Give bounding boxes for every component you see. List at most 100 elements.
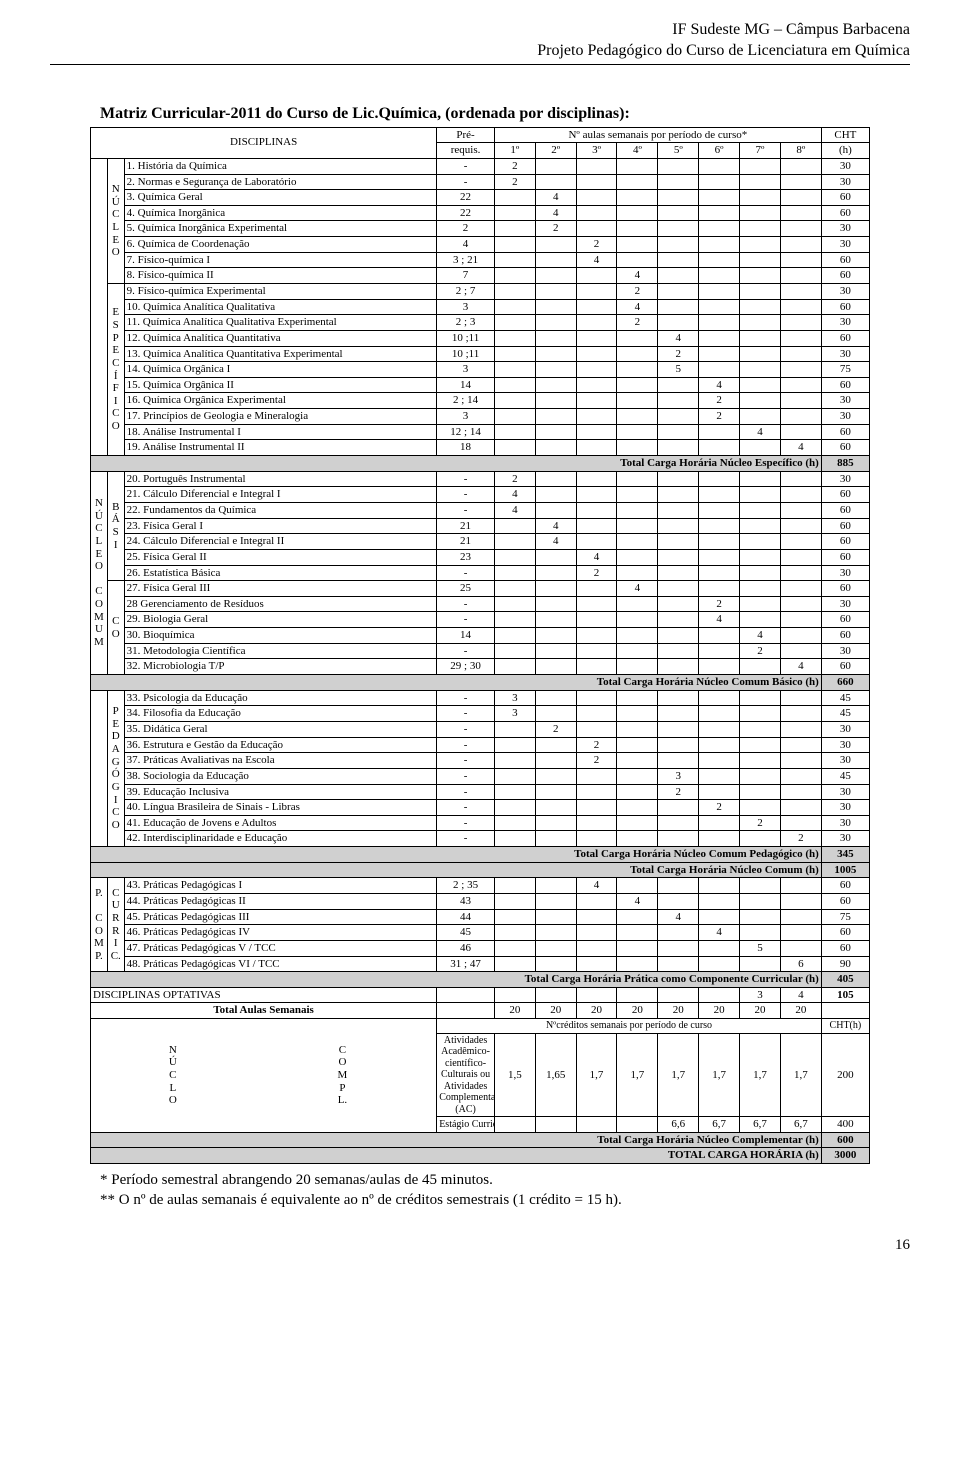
p4	[617, 237, 658, 253]
p5	[658, 690, 699, 706]
matriz-table-wrap: DISCIPLINAS Pré- Nº aulas semanais por p…	[90, 127, 910, 1164]
p7	[740, 893, 781, 909]
total3b-cht: 1005	[821, 862, 869, 878]
p7	[740, 205, 781, 221]
p4: 2	[617, 284, 658, 300]
p7	[740, 190, 781, 206]
pre: 2 ; 35	[437, 878, 495, 894]
p2	[535, 800, 576, 816]
p6: 2	[699, 409, 740, 425]
p2	[535, 815, 576, 831]
p6	[699, 643, 740, 659]
p6	[699, 784, 740, 800]
cht: 45	[821, 690, 869, 706]
p7	[740, 831, 781, 847]
disc-name: 6. Química de Coordenação	[124, 237, 437, 253]
table-row: 11. Química Analítica Qualitativa Experi…	[91, 315, 870, 331]
p8	[780, 878, 821, 894]
p2	[535, 549, 576, 565]
p8	[780, 174, 821, 190]
p4	[617, 643, 658, 659]
p3	[576, 596, 617, 612]
disc-name: 5. Química Inorgânica Experimental	[124, 221, 437, 237]
p2	[535, 596, 576, 612]
p4	[617, 330, 658, 346]
disc-name: 48. Práticas Pedagógicas VI / TCC	[124, 956, 437, 972]
p3: 2	[576, 237, 617, 253]
p6	[699, 878, 740, 894]
p3	[576, 940, 617, 956]
table-row: 28 Gerenciamento de Resíduos-230	[91, 596, 870, 612]
p8	[780, 909, 821, 925]
disc-name: 46. Práticas Pedagógicas IV	[124, 925, 437, 941]
pre: -	[437, 596, 495, 612]
p5	[658, 706, 699, 722]
p7	[740, 706, 781, 722]
p4	[617, 502, 658, 518]
p8	[780, 784, 821, 800]
table-row: 23. Física Geral I21460	[91, 518, 870, 534]
p1	[494, 940, 535, 956]
p3	[576, 956, 617, 972]
p3	[576, 518, 617, 534]
ta-cht	[821, 1003, 869, 1019]
p8	[780, 940, 821, 956]
p6	[699, 221, 740, 237]
p7	[740, 737, 781, 753]
header-line1: IF Sudeste MG – Câmpus Barbacena	[50, 20, 910, 41]
disc-name: 47. Práticas Pedagógicas V / TCC	[124, 940, 437, 956]
p3	[576, 174, 617, 190]
cht: 30	[821, 800, 869, 816]
p5	[658, 502, 699, 518]
p7	[740, 549, 781, 565]
p2	[535, 612, 576, 628]
p3	[576, 706, 617, 722]
p5: 4	[658, 909, 699, 925]
p7	[740, 581, 781, 597]
p3	[576, 721, 617, 737]
cht: 75	[821, 362, 869, 378]
p1	[494, 659, 535, 675]
p4	[617, 534, 658, 550]
p6	[699, 237, 740, 253]
ac-p5: 1,7	[658, 1033, 699, 1117]
p3	[576, 534, 617, 550]
p7: 4	[740, 424, 781, 440]
p7	[740, 330, 781, 346]
ac-p6: 1,7	[699, 1033, 740, 1117]
footnotes: * Período semestral abrangendo 20 semana…	[100, 1170, 910, 1211]
p7	[740, 768, 781, 784]
p6	[699, 424, 740, 440]
pre: 31 ; 47	[437, 956, 495, 972]
p8	[780, 409, 821, 425]
disc-name: 28 Gerenciamento de Resíduos	[124, 596, 437, 612]
p5	[658, 221, 699, 237]
opt-p2	[535, 987, 576, 1003]
disc-name: 29. Biologia Geral	[124, 612, 437, 628]
pre: 7	[437, 268, 495, 284]
p2	[535, 940, 576, 956]
p6	[699, 721, 740, 737]
p3	[576, 643, 617, 659]
p6	[699, 346, 740, 362]
p4	[617, 565, 658, 581]
p8	[780, 581, 821, 597]
pre: 2 ; 7	[437, 284, 495, 300]
p1	[494, 205, 535, 221]
disc-name: 43. Práticas Pedagógicas I	[124, 878, 437, 894]
p6	[699, 581, 740, 597]
p6	[699, 518, 740, 534]
p4	[617, 440, 658, 456]
p1	[494, 393, 535, 409]
p7	[740, 377, 781, 393]
vert4a: P.COMP.	[91, 878, 108, 972]
p1: 4	[494, 502, 535, 518]
p1	[494, 534, 535, 550]
p1	[494, 518, 535, 534]
p2	[535, 346, 576, 362]
p2	[535, 690, 576, 706]
p5: 2	[658, 784, 699, 800]
p3: 2	[576, 737, 617, 753]
cht: 60	[821, 440, 869, 456]
p8	[780, 284, 821, 300]
